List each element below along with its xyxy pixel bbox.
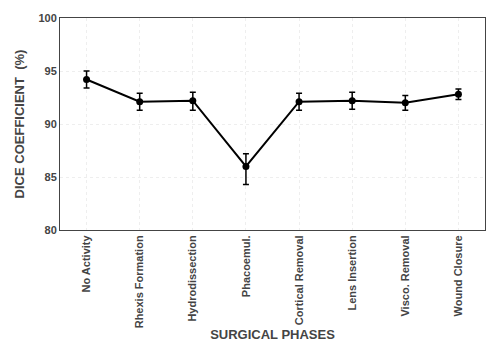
svg-text:100: 100 <box>38 12 56 24</box>
svg-text:85: 85 <box>45 171 57 183</box>
svg-text:90: 90 <box>45 118 57 130</box>
svg-text:80: 80 <box>45 224 57 236</box>
svg-text:Hydrodissection: Hydrodissection <box>186 235 198 321</box>
svg-text:Lens Insertion: Lens Insertion <box>346 235 358 310</box>
svg-text:DICE COEFFICIENT (%): DICE COEFFICIENT (%) <box>12 50 27 199</box>
svg-text:Cortical Removal: Cortical Removal <box>293 235 305 325</box>
svg-text:Wound Closure: Wound Closure <box>452 235 464 316</box>
svg-text:Rhexis Formation: Rhexis Formation <box>133 235 145 328</box>
svg-text:95: 95 <box>45 65 57 77</box>
svg-text:Phacoemul.: Phacoemul. <box>240 235 252 297</box>
svg-text:No Activity: No Activity <box>80 235 92 293</box>
svg-text:SURGICAL PHASES: SURGICAL PHASES <box>210 327 335 342</box>
svg-text:Visco. Removal: Visco. Removal <box>399 235 411 316</box>
